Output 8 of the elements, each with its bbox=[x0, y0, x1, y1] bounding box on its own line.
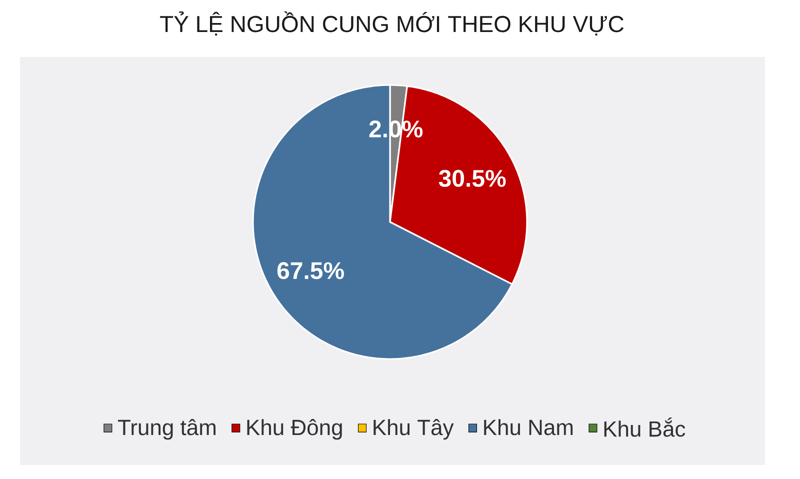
data-label: 30.5% bbox=[438, 170, 506, 187]
legend-label: Khu Bắc bbox=[604, 418, 686, 437]
legend-label: Trung tâm bbox=[118, 419, 216, 440]
legend-label: Khu Nam bbox=[484, 419, 573, 436]
legend-label: Khu Đông bbox=[247, 419, 342, 440]
chart-title: TỶ LỆ NGUỒN CUNG MỚI THEO KHU VỰC bbox=[160, 11, 624, 36]
legend-label: Khu Tây bbox=[374, 419, 454, 440]
data-label: 67.5% bbox=[277, 262, 344, 280]
